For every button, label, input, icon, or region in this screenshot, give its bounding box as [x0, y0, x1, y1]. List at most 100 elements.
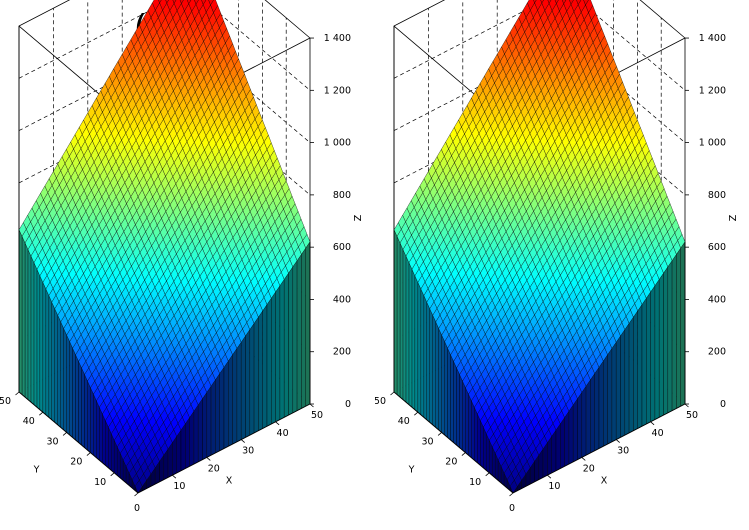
skirt-cell-y: [96, 400, 100, 461]
skirt-cell-x: [172, 435, 177, 476]
skirt-cell-x: [564, 410, 570, 467]
x-tick-label: 40: [277, 428, 289, 439]
box-edge: [18, 391, 139, 494]
skirt-cell-x: [650, 285, 656, 423]
x-tick: [684, 403, 689, 408]
skirt-cell-y: [483, 427, 487, 471]
skirt-cell-y: [450, 354, 454, 443]
skirt-cell-x: [577, 392, 582, 460]
x-tick: [206, 457, 211, 461]
skirt-cell-x: [245, 329, 250, 438]
surface-cell: [561, 0, 567, 5]
skirt-cell-x: [590, 373, 595, 454]
skirt-cell-x: [663, 266, 668, 416]
skirt-cell-x: [236, 341, 242, 443]
x-axis: 10 20 30 40 50 X: [172, 403, 323, 492]
skirt-cell-x: [288, 266, 293, 416]
skirt-cell-x: [680, 241, 686, 407]
y-tick-label: 30: [422, 436, 434, 447]
y-tick: [509, 492, 514, 497]
skirt-cell-y: [438, 328, 442, 433]
skirt-cell-y: [489, 440, 493, 476]
y-tick-label: 20: [445, 457, 457, 468]
skirt-cell-x: [167, 442, 173, 478]
grid-line-z: [18, 0, 311, 91]
skirt-cell-x: [198, 398, 203, 463]
skirt-cell-y: [87, 381, 91, 453]
skirt-cell-y: [105, 420, 109, 469]
skirt-cell-x: [581, 385, 587, 458]
box-edge: [137, 403, 311, 494]
x-tick-label: 30: [242, 446, 254, 457]
surface-mesh: [18, 0, 311, 494]
chart-panel-eq6: (6)式 1020304050X01020304050Y020040060080…: [375, 0, 749, 530]
y-tick-label: 50: [0, 396, 11, 407]
y-axis: 0 10 20 30 40 50 Y: [0, 391, 140, 514]
skirt-cell-x: [628, 316, 634, 434]
skirt-cell-y: [474, 407, 478, 464]
y-tick: [62, 432, 67, 436]
skirt-cell-x: [180, 423, 186, 472]
y-tick-label: 10: [469, 477, 481, 488]
surface-plot-eq5: 10 20 30 40 50 X 0 10 20 30 40 50 Y 0 200 400 600 800 1 00…: [0, 0, 364, 514]
chart-panel-eq5: (5)式 1020304050X01020304050Y020040060080…: [0, 0, 374, 530]
grid-line-z: [18, 41, 311, 143]
skirt-cell-y: [480, 420, 484, 469]
z-tick-label: 400: [333, 294, 351, 305]
skirt-cell-x: [641, 297, 647, 427]
skirt-cell-x: [671, 253, 677, 411]
z-tick-label: 1 400: [324, 33, 351, 44]
skirt-cell-y: [84, 374, 88, 451]
y-axis: 0 10 20 30 40 50 Y: [375, 391, 515, 514]
skirt-cell-y: [459, 374, 463, 451]
skirt-cell-y: [444, 341, 448, 438]
skirt-cell-x: [568, 404, 574, 465]
skirt-cell-y: [426, 302, 430, 423]
skirt-cell-x: [219, 366, 225, 451]
skirt-cell-x: [633, 310, 638, 431]
skirt-cell-x: [206, 385, 212, 458]
y-axis-label: Y: [408, 465, 415, 476]
skirt-cell-y: [42, 282, 46, 416]
z-axis-label: Z: [728, 214, 739, 221]
y-tick-label: 30: [47, 436, 59, 447]
skirt-cell-x: [241, 335, 246, 440]
y-tick: [437, 432, 442, 436]
y-tick: [110, 472, 115, 477]
skirt-cell-y: [39, 275, 43, 413]
skirt-cell-x: [296, 253, 302, 411]
y-tick: [86, 452, 91, 456]
skirt-cell-x: [611, 341, 617, 443]
surface-cell: [576, 0, 582, 6]
skirt-cell-y: [75, 354, 79, 443]
skirt-cell-x: [555, 423, 561, 472]
y-tick-label: 50: [375, 396, 386, 407]
surface-cell: [194, 0, 199, 5]
skirt-cell-x: [176, 429, 182, 474]
skirt-cell-y: [462, 381, 466, 453]
box-edge: [512, 403, 686, 494]
y-tick: [461, 452, 466, 456]
skirt-cell-x: [284, 272, 289, 418]
y-tick-label: 0: [509, 503, 515, 514]
x-tick: [240, 439, 245, 443]
skirt-cell-y: [414, 275, 418, 413]
skirt-cell-x: [271, 291, 276, 425]
skirt-cell-y: [441, 335, 445, 436]
skirt-cell-x: [253, 316, 259, 434]
y-tick: [485, 472, 490, 477]
skirt-cell-x: [560, 417, 565, 469]
x-axis-label: X: [226, 476, 233, 487]
skirt-cell-y: [57, 315, 61, 428]
x-tick-label: 20: [583, 463, 595, 474]
skirt-cell-y: [393, 229, 398, 395]
x-tick: [615, 439, 620, 443]
surface-cell: [172, 0, 177, 4]
z-axis: 0 200 400 600 800 1 000 1 200 1 400 Z: [310, 33, 364, 410]
skirt-cell-x: [607, 348, 613, 445]
skirt-cell-y: [66, 335, 70, 436]
skirt-cell-y: [402, 249, 407, 403]
skirt-cell-x: [292, 260, 298, 414]
front-box-edges: [393, 229, 686, 494]
skirt-cell-y: [420, 289, 424, 418]
